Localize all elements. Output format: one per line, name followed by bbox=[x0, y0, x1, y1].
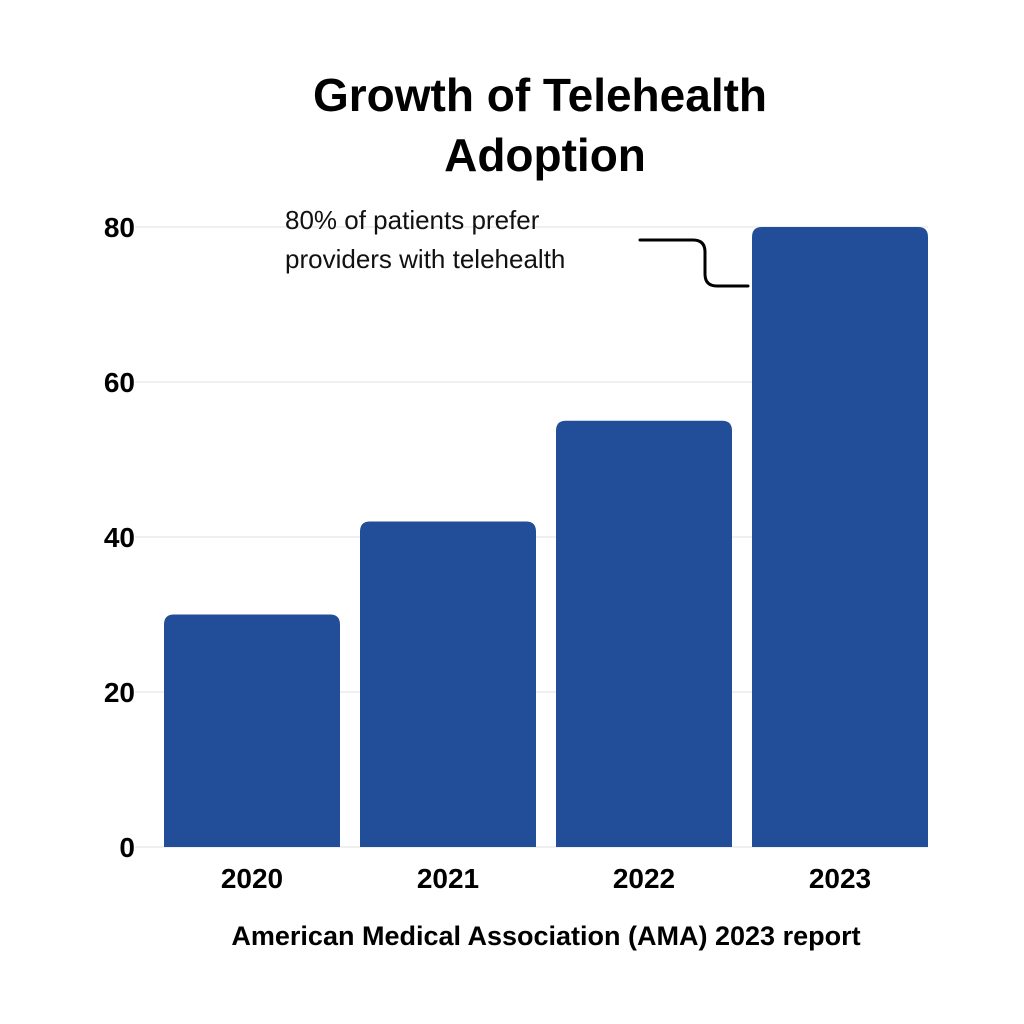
x-tick-label: 2022 bbox=[613, 863, 675, 894]
y-tick-label: 40 bbox=[104, 522, 135, 553]
y-tick-label: 0 bbox=[119, 832, 135, 863]
x-tick-label: 2021 bbox=[417, 863, 479, 894]
y-tick-label: 60 bbox=[104, 367, 135, 398]
bar-2021 bbox=[360, 521, 536, 847]
bar-2023 bbox=[752, 227, 928, 847]
y-tick-label: 80 bbox=[104, 212, 135, 243]
chart-title-line-1: Growth of Telehealth bbox=[313, 69, 767, 121]
annotation-connector bbox=[638, 238, 750, 288]
x-tick-label: 2020 bbox=[221, 863, 283, 894]
bar-2020 bbox=[164, 614, 340, 847]
bar-2022 bbox=[556, 420, 732, 847]
annotation-line-2: providers with telehealth bbox=[285, 244, 565, 274]
x-tick-label: 2023 bbox=[809, 863, 871, 894]
source-label: American Medical Association (AMA) 2023 … bbox=[231, 921, 860, 951]
annotation-line-1: 80% of patients prefer bbox=[285, 205, 540, 235]
chart-title-line-2: Adoption bbox=[444, 129, 646, 181]
y-tick-label: 20 bbox=[104, 677, 135, 708]
